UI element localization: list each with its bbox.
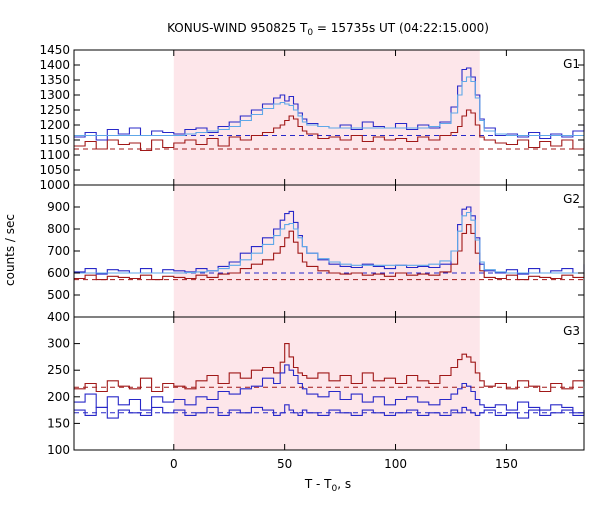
panels-group: 1000105011001150120012501300135014001450… xyxy=(39,43,585,471)
lightblue-series-line xyxy=(74,404,585,419)
lightblue-series-line xyxy=(74,76,584,137)
y-tick-label: 1000 xyxy=(39,178,70,192)
shaded-interval xyxy=(173,50,480,185)
chart-title: KONUS-WIND 950825 T0 = 15735s UT (04:22:… xyxy=(167,21,489,38)
y-tick-label: 1450 xyxy=(39,43,70,57)
y-tick-label: 600 xyxy=(47,266,70,280)
y-tick-label: 100 xyxy=(47,443,70,457)
y-tick-label: 200 xyxy=(47,390,70,404)
lightblue-series-line xyxy=(74,211,584,274)
panel-g3: 100 150 200 250 300 0 50 100 150 G3 xyxy=(47,316,585,471)
y-tick-label: 500 xyxy=(47,288,70,302)
y-tick-label: 1200 xyxy=(39,118,70,132)
y-tick-label: 1150 xyxy=(39,133,70,147)
y-tick-label: 1400 xyxy=(39,58,70,72)
y-tick-label: 1300 xyxy=(39,88,70,102)
y-tick-label: 1350 xyxy=(39,73,70,87)
panel-g2: 400 500 600 700 800 900 G2 xyxy=(47,184,585,324)
panel-frame xyxy=(73,316,585,451)
x-tick-label: 0 xyxy=(170,457,178,471)
x-tick-label: 150 xyxy=(495,457,518,471)
y-tick-label: 900 xyxy=(47,200,70,214)
panel-g1: 1000105011001150120012501300135014001450… xyxy=(39,43,585,192)
panel-tag-g1: G1 xyxy=(563,57,580,71)
panel-tag-g2: G2 xyxy=(563,192,580,206)
red-series-line xyxy=(74,343,585,393)
y-axis-label: counts / sec xyxy=(3,214,17,286)
y-tick-label: 1050 xyxy=(39,163,70,177)
y-tick-label: 250 xyxy=(47,363,70,377)
y-tick-label: 300 xyxy=(47,337,70,351)
x-tick-label: 100 xyxy=(384,457,407,471)
x-tick-label: 50 xyxy=(277,457,292,471)
blue-series-line xyxy=(74,206,585,275)
y-tick-label: 800 xyxy=(47,222,70,236)
panel-tag-g3: G3 xyxy=(563,324,580,338)
x-axis-label: T - T0, s xyxy=(304,477,351,494)
blue-series-line xyxy=(74,364,585,414)
y-tick-label: 1250 xyxy=(39,103,70,117)
y-tick-label: 700 xyxy=(47,244,70,258)
y-tick-label: 400 xyxy=(47,310,70,324)
y-tick-label: 1100 xyxy=(39,148,70,162)
shaded-interval xyxy=(173,185,480,317)
red-series-line xyxy=(74,109,585,152)
y-tick-label: 150 xyxy=(47,416,70,430)
red-series-line xyxy=(74,224,585,281)
